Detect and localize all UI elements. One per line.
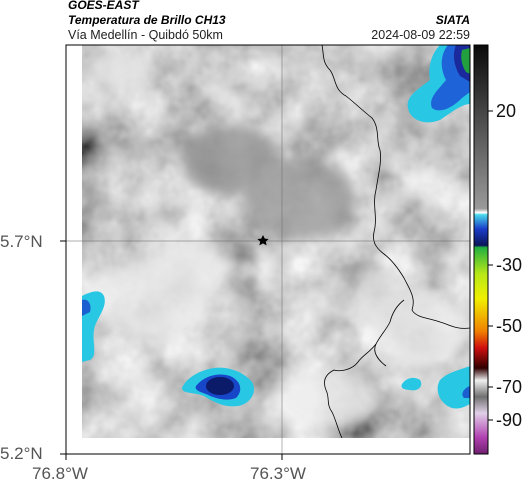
region-subtitle: Vía Medellín - Quibdó 50km [68, 28, 223, 42]
agency-label: SIATA [435, 13, 470, 27]
colorbar-tick-label: -30 [496, 255, 523, 275]
lon-tick-label: 76.8°W [32, 464, 88, 483]
cold-cloud-top-northeast [407, 45, 470, 123]
department-boundaries [321, 45, 470, 438]
colorbar-tick-label: -70 [496, 377, 523, 397]
map-border [65, 44, 471, 455]
colorbar-tick-label: -90 [496, 410, 523, 430]
colorbar-tick-label: -50 [496, 316, 523, 336]
colorbar-tick-label: 20 [496, 101, 517, 121]
axis-ticks [60, 240, 283, 460]
lat-tick-label: 5.2°N [0, 444, 43, 463]
cold-cloud-top-southeast [401, 366, 470, 409]
cold-cloud-top-west [82, 291, 105, 362]
lat-tick-label: 5.7°N [0, 232, 43, 251]
lon-tick-label: 76.3°W [250, 464, 306, 483]
satellite-image [82, 45, 470, 438]
satellite-title: GOES-EAST [68, 0, 139, 12]
colorbar-ticks [488, 110, 493, 421]
star-icon [257, 235, 269, 246]
gridlines [66, 45, 470, 454]
colorbar [473, 44, 489, 455]
cold-cloud-top-south [182, 367, 255, 407]
product-title: Temperatura de Brillo CH13 [68, 13, 226, 27]
datetime-label: 2024-08-09 22:59 [371, 28, 470, 42]
